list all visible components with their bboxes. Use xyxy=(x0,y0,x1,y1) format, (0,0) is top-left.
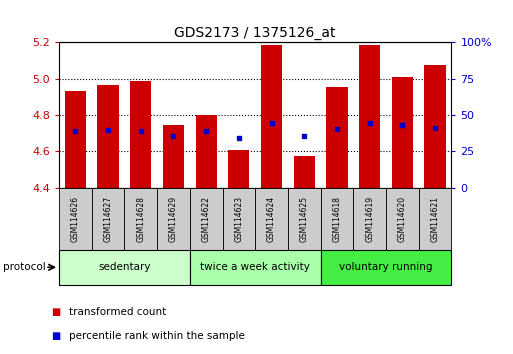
Text: sedentary: sedentary xyxy=(98,262,151,272)
Bar xyxy=(255,188,288,250)
Bar xyxy=(195,115,217,188)
Text: GSM114628: GSM114628 xyxy=(136,196,145,241)
Text: GSM114623: GSM114623 xyxy=(234,195,243,242)
Text: GSM114621: GSM114621 xyxy=(430,196,440,241)
Text: GSM114627: GSM114627 xyxy=(104,195,112,242)
Bar xyxy=(190,250,321,285)
Text: ■: ■ xyxy=(51,331,61,341)
Bar xyxy=(157,188,190,250)
Bar xyxy=(321,188,353,250)
Text: ■: ■ xyxy=(51,307,61,316)
Bar xyxy=(392,77,413,188)
Text: protocol: protocol xyxy=(3,262,45,272)
Text: GSM114618: GSM114618 xyxy=(332,196,342,241)
Text: GSM114624: GSM114624 xyxy=(267,195,276,242)
Text: GSM114620: GSM114620 xyxy=(398,195,407,242)
Bar xyxy=(353,188,386,250)
Text: GSM114629: GSM114629 xyxy=(169,195,178,242)
Bar xyxy=(59,250,190,285)
Bar xyxy=(419,188,451,250)
Text: transformed count: transformed count xyxy=(69,307,167,316)
Bar xyxy=(92,188,125,250)
Bar xyxy=(65,91,86,188)
Text: percentile rank within the sample: percentile rank within the sample xyxy=(69,331,245,341)
Bar xyxy=(261,45,282,188)
Bar xyxy=(190,188,223,250)
Text: GSM114619: GSM114619 xyxy=(365,195,374,242)
Bar xyxy=(163,125,184,188)
Text: twice a week activity: twice a week activity xyxy=(200,262,310,272)
Bar xyxy=(223,188,255,250)
Bar xyxy=(59,188,92,250)
Bar xyxy=(321,250,451,285)
Text: GSM114625: GSM114625 xyxy=(300,195,309,242)
Bar xyxy=(228,149,249,188)
Text: voluntary running: voluntary running xyxy=(339,262,433,272)
Bar xyxy=(130,81,151,188)
Text: GSM114626: GSM114626 xyxy=(71,195,80,242)
Bar xyxy=(326,87,348,188)
Bar xyxy=(424,65,446,188)
Bar xyxy=(386,188,419,250)
Bar xyxy=(359,45,380,188)
Text: GSM114622: GSM114622 xyxy=(202,196,211,241)
Bar xyxy=(124,188,157,250)
Bar xyxy=(288,188,321,250)
Title: GDS2173 / 1375126_at: GDS2173 / 1375126_at xyxy=(174,26,336,40)
Bar xyxy=(97,85,119,188)
Bar xyxy=(293,156,315,188)
